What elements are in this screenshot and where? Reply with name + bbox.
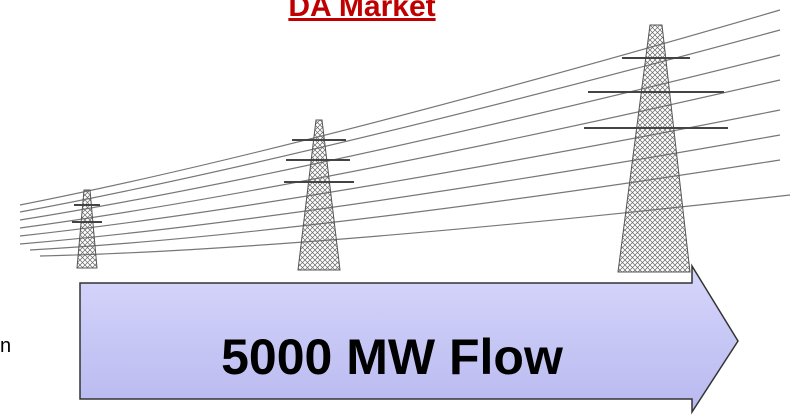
flow-arrow: 5000 MW Flow	[80, 266, 738, 412]
slide: DA Market n 5000 MW Flow	[0, 0, 792, 419]
power-lines-illustration	[20, 10, 790, 272]
arrow-label: 5000 MW Flow	[221, 329, 563, 385]
title: DA Market	[288, 0, 435, 23]
cut-off-text: n	[0, 335, 11, 357]
